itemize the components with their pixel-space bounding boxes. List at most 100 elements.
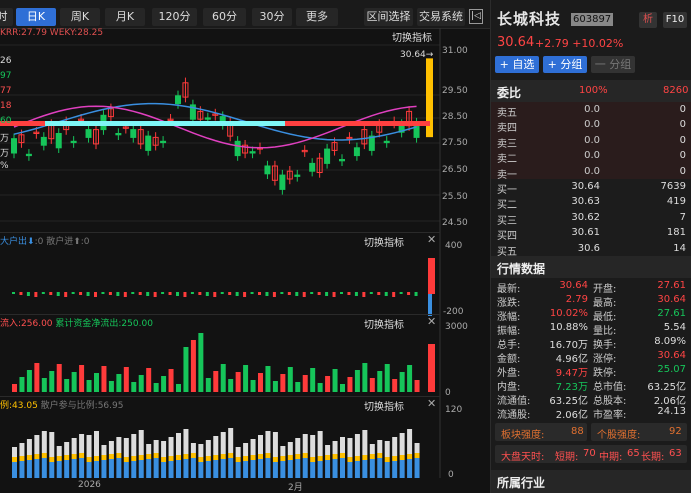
ratio-bar-yellow bbox=[347, 457, 353, 462]
bid-row[interactable]: 买五 30.6 14 bbox=[491, 240, 691, 258]
tab-30min[interactable]: 30分 bbox=[252, 8, 292, 26]
pane2-y-top: 400 bbox=[445, 241, 463, 251]
bid-row[interactable]: 买四 30.61 181 bbox=[491, 225, 691, 243]
pane4-switch-indicator-button[interactable]: 切换指标 bbox=[364, 402, 404, 413]
kline-chart bbox=[0, 28, 441, 478]
pane3-switch-indicator-button[interactable]: 切换指标 bbox=[364, 320, 404, 331]
trade-system-button[interactable]: 交易系统 bbox=[417, 8, 465, 26]
ask-row[interactable]: 卖五 0.0 0 bbox=[491, 102, 691, 119]
add-group-button[interactable]: + 分组 bbox=[543, 56, 587, 73]
candle-body bbox=[152, 136, 159, 146]
ask-row[interactable]: 卖三 0.0 0 bbox=[491, 132, 691, 150]
ratio-bar-yellow bbox=[49, 457, 55, 462]
period-toolbar: 分时 日K 周K 月K 120分 60分 30分 更多 区间选择 交易系统 |◁ bbox=[0, 0, 490, 29]
volume-bar bbox=[310, 368, 316, 392]
ratio-bar-yellow bbox=[280, 456, 286, 461]
bid-row[interactable]: 买二 30.63 419 bbox=[491, 194, 691, 211]
ratio-bar-gray bbox=[41, 431, 47, 453]
volume-bar bbox=[347, 377, 353, 392]
pane2-bar bbox=[168, 292, 172, 295]
ratio-bar-yellow bbox=[12, 457, 17, 462]
pane2-bar bbox=[213, 292, 217, 297]
book-level-label: 卖五 bbox=[497, 108, 517, 119]
tab-60min[interactable]: 60分 bbox=[203, 8, 246, 26]
order-book-title: 委比 bbox=[497, 86, 522, 100]
collapse-panel-icon[interactable]: |◁ bbox=[469, 9, 483, 24]
bid-row[interactable]: 买一 30.64 7639 bbox=[491, 179, 691, 196]
candle-body bbox=[242, 144, 249, 154]
ratio-bar-gray bbox=[176, 433, 181, 455]
pane3-close-icon[interactable]: ✕ bbox=[427, 315, 437, 328]
ratio-bar-gray bbox=[302, 434, 308, 453]
candle-body bbox=[145, 135, 152, 151]
tab-weekly-k[interactable]: 周K bbox=[60, 8, 100, 26]
volume-bar bbox=[108, 381, 114, 392]
candle-body bbox=[368, 135, 375, 151]
ratio-bar-gray bbox=[26, 439, 32, 455]
book-price: 0.0 bbox=[584, 119, 600, 131]
book-level-label: 买四 bbox=[497, 231, 517, 243]
f10-button[interactable]: F10 bbox=[663, 12, 687, 28]
ratio-bar-blue bbox=[384, 462, 390, 478]
ratio-bar-gray bbox=[332, 441, 338, 454]
quote-row: 涨跌: 2.79 最高: 30.64 bbox=[491, 294, 691, 309]
volume-bar bbox=[146, 368, 152, 392]
tab-intraday[interactable]: 分时 bbox=[0, 8, 13, 26]
ratio-bar-blue bbox=[190, 458, 196, 478]
red-band-right bbox=[285, 121, 430, 126]
remove-group-button[interactable]: 一 分组 bbox=[591, 56, 635, 73]
volume-bar bbox=[220, 364, 226, 392]
ratio-bar-gray bbox=[198, 444, 204, 457]
bid-row[interactable]: 买三 30.62 7 bbox=[491, 209, 691, 227]
pane2-bar bbox=[272, 292, 276, 297]
ask-row[interactable]: 卖四 0.0 0 bbox=[491, 117, 691, 134]
ratio-bar-blue bbox=[116, 458, 122, 478]
left-label: 77 bbox=[0, 86, 12, 96]
ratio-bar-yellow bbox=[414, 453, 420, 458]
cyan-band bbox=[0, 121, 285, 126]
pane2-bar bbox=[34, 292, 38, 297]
pane2-bar bbox=[108, 292, 112, 295]
ratio-bar-gray bbox=[317, 431, 323, 456]
ratio-bar-gray bbox=[243, 443, 249, 456]
tab-daily-k[interactable]: 日K bbox=[16, 8, 56, 26]
ratio-bar-blue bbox=[392, 461, 398, 478]
left-label: 万 bbox=[0, 149, 10, 159]
ratio-bar-blue bbox=[56, 461, 62, 478]
pane2-bar bbox=[310, 292, 314, 294]
pane2-switch-indicator-button[interactable]: 切换指标 bbox=[364, 238, 404, 249]
pane-separator bbox=[0, 314, 440, 315]
volume-bar bbox=[71, 372, 77, 392]
ratio-bar-yellow bbox=[34, 454, 40, 459]
quote-label: 开盘: bbox=[593, 284, 617, 295]
tab-more[interactable]: 更多 bbox=[296, 8, 338, 26]
ratio-bar-yellow bbox=[71, 454, 77, 459]
stock-code: 603897 bbox=[571, 13, 614, 26]
quote-label: 流通股: bbox=[497, 410, 531, 421]
pane2-bar bbox=[94, 292, 97, 297]
ask-row[interactable]: 卖二 0.0 0 bbox=[491, 148, 691, 165]
tab-monthly-k[interactable]: 月K bbox=[105, 8, 145, 26]
ratio-bar-blue bbox=[407, 459, 413, 478]
add-watchlist-button[interactable]: + 自选 bbox=[495, 56, 539, 73]
ratio-bar-blue bbox=[94, 461, 99, 478]
pane2-close-icon[interactable]: ✕ bbox=[427, 233, 437, 246]
price-tick: 29.50 bbox=[442, 86, 468, 96]
ratio-bar-yellow bbox=[392, 456, 398, 461]
ratio-bar-blue bbox=[34, 459, 40, 478]
pane2-bar bbox=[317, 292, 321, 295]
pane2-bar bbox=[86, 292, 90, 296]
quote-label: 内盘: bbox=[497, 382, 521, 393]
ratio-bar-yellow bbox=[258, 454, 263, 459]
main-switch-indicator-button[interactable]: 切换指标 bbox=[392, 33, 432, 44]
pane4-close-icon[interactable]: ✕ bbox=[427, 397, 437, 410]
ratio-bar-yellow bbox=[116, 453, 122, 458]
ask-row[interactable]: 卖一 0.0 0 bbox=[491, 163, 691, 181]
analysis-button[interactable]: 析 bbox=[639, 12, 657, 28]
volume-bar bbox=[49, 371, 55, 392]
tab-120min[interactable]: 120分 bbox=[152, 8, 197, 26]
quote-value: 2.06亿 bbox=[653, 396, 686, 407]
book-level-label: 买三 bbox=[497, 215, 517, 227]
volume-bar bbox=[190, 340, 196, 392]
region-select-button[interactable]: 区间选择 bbox=[364, 8, 413, 26]
